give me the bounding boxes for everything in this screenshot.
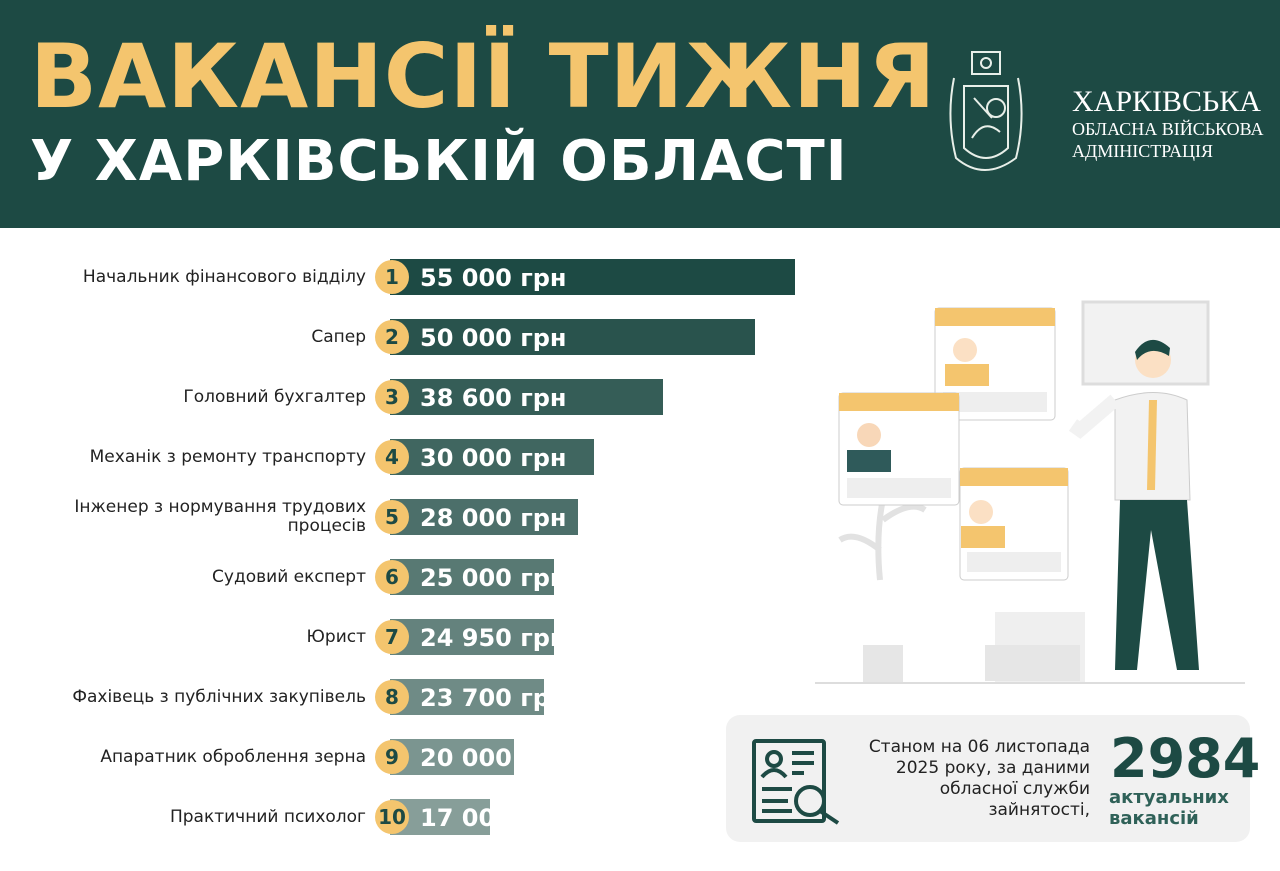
count-label-line: вакансій bbox=[1109, 808, 1199, 829]
org-line-1: ХАРКІВСЬКА bbox=[1072, 85, 1261, 118]
category-label: Юрист bbox=[306, 626, 366, 647]
bar-row: Механік з ремонту транспорту 4 30 000 грн bbox=[0, 439, 820, 475]
resume-search-icon bbox=[752, 739, 840, 825]
profile-card bbox=[934, 307, 1056, 421]
bar-row: Начальник фінансового відділу 1 55 000 грн bbox=[0, 259, 820, 295]
value-label: 20 000 грн bbox=[420, 744, 567, 772]
vacancy-count: 2984 bbox=[1110, 727, 1261, 790]
bar-row: Практичний психолог 10 17 000 грн bbox=[0, 799, 820, 835]
category-label: Механік з ремонту транспорту bbox=[89, 446, 366, 467]
category-label: Сапер bbox=[311, 326, 366, 347]
rank-badge: 2 bbox=[375, 320, 409, 354]
category-label: Головний бухгалтер bbox=[183, 386, 366, 407]
value-label: 55 000 грн bbox=[420, 264, 567, 292]
bar bbox=[390, 619, 554, 655]
bar-row: Фахівець з публічних закупівель 8 23 700 г… bbox=[0, 679, 820, 715]
value-label: 30 000 грн bbox=[420, 444, 567, 472]
rank-badge: 6 bbox=[375, 560, 409, 594]
org-line-2: ОБЛАСНА ВІЙСЬКОВА bbox=[1072, 119, 1264, 139]
bar bbox=[390, 679, 544, 715]
count-label-line: актуальних bbox=[1109, 787, 1229, 808]
bar-row: Сапер 2 50 000 грн bbox=[0, 319, 820, 355]
rank-badge: 1 bbox=[375, 260, 409, 294]
bar-row: Юрист 7 24 950 грн bbox=[0, 619, 820, 655]
value-label: 28 000 грн bbox=[420, 504, 567, 532]
profile-card bbox=[959, 467, 1069, 581]
vacancy-count-label: актуальних вакансій bbox=[1109, 787, 1229, 829]
bar bbox=[390, 739, 515, 775]
bar bbox=[390, 439, 595, 475]
bar-row: Інженер з нормування трудових процесів 5 2… bbox=[0, 497, 820, 536]
category-label: Начальник фінансового відділу bbox=[82, 266, 366, 287]
rank-badge: 4 bbox=[375, 440, 409, 474]
value-label: 25 000 грн bbox=[420, 564, 567, 592]
page-subtitle: У ХАРКІВСЬКІЙ ОБЛАСТІ bbox=[30, 129, 848, 194]
bar bbox=[390, 319, 755, 355]
org-line-3: АДМІНІСТРАЦІЯ bbox=[1072, 141, 1213, 161]
rank-badge: 7 bbox=[375, 620, 409, 654]
bar-row: Апаратник оброблення зерна 9 20 000 грн bbox=[0, 739, 820, 775]
summary-line: обласної служби bbox=[939, 779, 1090, 799]
category-label: Фахівець з публічних закупівель bbox=[72, 686, 366, 707]
summary-line: 2025 року, за даними bbox=[895, 758, 1090, 778]
value-label: 24 950 грн bbox=[420, 624, 567, 652]
summary-text: Станом на 06 листопада 2025 року, за дан… bbox=[869, 737, 1090, 821]
header: ВАКАНСІЇ ТИЖНЯ У ХАРКІВСЬКІЙ ОБЛАСТІ ХАР… bbox=[0, 0, 1280, 228]
bar bbox=[390, 559, 555, 595]
coat-of-arms-logo bbox=[949, 51, 1023, 171]
value-label: 50 000 грн bbox=[420, 324, 567, 352]
profile-card bbox=[838, 392, 960, 506]
bar bbox=[390, 259, 795, 295]
rank-badge: 5 bbox=[375, 500, 409, 534]
vacancy-summary-card: Станом на 06 листопада 2025 року, за дан… bbox=[726, 715, 1260, 842]
page-title: ВАКАНСІЇ ТИЖНЯ bbox=[30, 25, 937, 128]
rank-badge: 10 bbox=[375, 800, 409, 834]
rank-badge: 3 bbox=[375, 380, 409, 414]
category-label: Апаратник оброблення зерна bbox=[100, 746, 366, 767]
category-label: Інженер з нормування трудових процесів bbox=[74, 497, 366, 536]
category-label: Практичний психолог bbox=[169, 806, 366, 827]
value-label: 23 700 грн bbox=[420, 684, 567, 712]
man-figure bbox=[1068, 339, 1199, 670]
rank-badge: 9 bbox=[375, 740, 409, 774]
bar-row: Головний бухгалтер 3 38 600 грн bbox=[0, 379, 820, 415]
summary-line: Станом на 06 листопада bbox=[868, 737, 1090, 757]
bar bbox=[390, 379, 664, 415]
bar-row: Судовий експерт 6 25 000 грн bbox=[0, 559, 820, 595]
summary-line: зайнятості, bbox=[988, 800, 1090, 820]
recruiter-illustration bbox=[815, 300, 1245, 684]
bar bbox=[390, 499, 579, 535]
category-label: Судовий експерт bbox=[212, 566, 366, 587]
value-label: 38 600 грн bbox=[420, 384, 567, 412]
organization-name: ХАРКІВСЬКА ОБЛАСНА ВІЙСЬКОВА АДМІНІСТРАЦ… bbox=[1072, 86, 1263, 162]
value-label: 17 000 грн bbox=[420, 804, 567, 832]
rank-badge: 8 bbox=[375, 680, 409, 714]
